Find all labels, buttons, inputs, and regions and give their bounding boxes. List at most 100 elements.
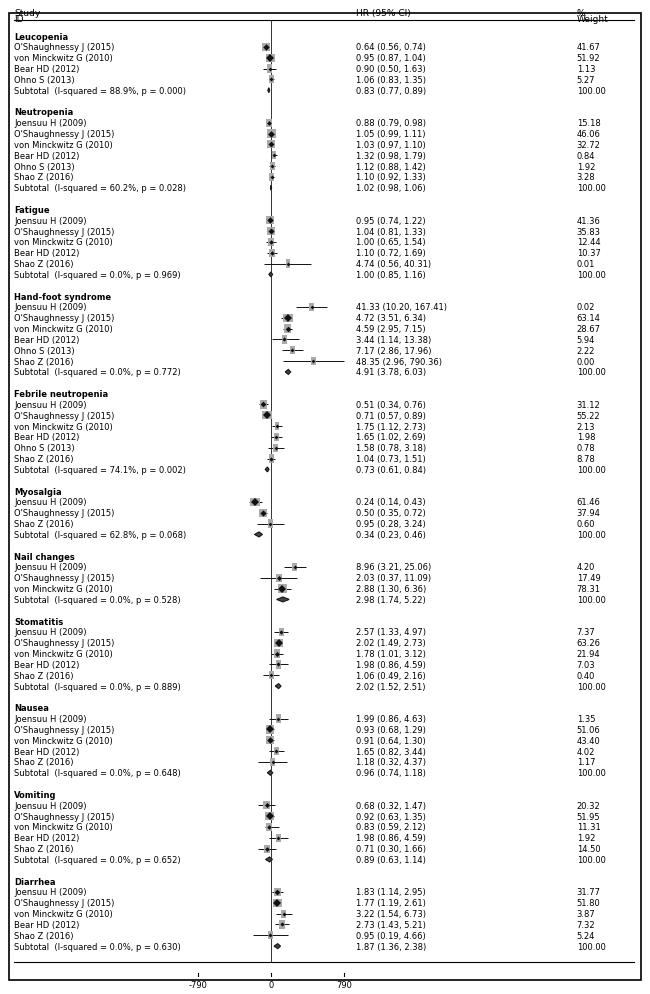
FancyBboxPatch shape xyxy=(268,455,274,463)
Text: Joensuu H (2009): Joensuu H (2009) xyxy=(14,401,86,410)
Text: 61.46: 61.46 xyxy=(577,498,601,507)
Text: 0.84: 0.84 xyxy=(577,151,595,161)
FancyBboxPatch shape xyxy=(309,303,314,312)
Text: 2.57 (1.33, 4.97): 2.57 (1.33, 4.97) xyxy=(356,628,426,637)
Text: 0.40: 0.40 xyxy=(577,671,595,680)
Text: Bear HD (2012): Bear HD (2012) xyxy=(14,920,79,929)
Text: 1.18 (0.32, 4.37): 1.18 (0.32, 4.37) xyxy=(356,757,426,766)
Text: Ohno S (2013): Ohno S (2013) xyxy=(14,76,75,84)
FancyBboxPatch shape xyxy=(274,747,279,755)
Text: 11.31: 11.31 xyxy=(577,823,601,832)
Text: 0.88 (0.79, 0.98): 0.88 (0.79, 0.98) xyxy=(356,119,426,128)
Text: 4.02: 4.02 xyxy=(577,746,595,755)
Text: 3.87: 3.87 xyxy=(577,910,595,918)
FancyBboxPatch shape xyxy=(290,347,295,355)
Text: 21.94: 21.94 xyxy=(577,649,600,658)
Text: von Minckwitz G (2010): von Minckwitz G (2010) xyxy=(14,736,113,746)
Text: 4.91 (3.78, 6.03): 4.91 (3.78, 6.03) xyxy=(356,368,426,377)
Text: 78.31: 78.31 xyxy=(577,584,601,593)
Text: 10.37: 10.37 xyxy=(577,248,601,258)
Text: Subtotal  (I-squared = 0.0%, p = 0.772): Subtotal (I-squared = 0.0%, p = 0.772) xyxy=(14,368,181,377)
Text: Shao Z (2016): Shao Z (2016) xyxy=(14,259,73,268)
FancyBboxPatch shape xyxy=(274,650,280,658)
Text: 0.50 (0.35, 0.72): 0.50 (0.35, 0.72) xyxy=(356,509,425,518)
FancyBboxPatch shape xyxy=(268,239,274,247)
Text: 4.74 (0.56, 40.31): 4.74 (0.56, 40.31) xyxy=(356,259,431,268)
Text: 0.73 (0.61, 0.84): 0.73 (0.61, 0.84) xyxy=(356,465,426,474)
Text: Bear HD (2012): Bear HD (2012) xyxy=(14,433,79,442)
Text: 1.98: 1.98 xyxy=(577,433,595,442)
FancyBboxPatch shape xyxy=(264,845,270,853)
Text: Joensuu H (2009): Joensuu H (2009) xyxy=(14,217,86,226)
Text: 1.17: 1.17 xyxy=(577,757,595,766)
Text: %: % xyxy=(577,9,585,18)
FancyBboxPatch shape xyxy=(266,726,274,734)
Text: 0.00: 0.00 xyxy=(577,357,595,366)
FancyBboxPatch shape xyxy=(260,401,267,410)
Text: Joensuu H (2009): Joensuu H (2009) xyxy=(14,119,86,128)
Text: 0.92 (0.63, 1.35): 0.92 (0.63, 1.35) xyxy=(356,812,426,821)
Text: Shao Z (2016): Shao Z (2016) xyxy=(14,173,73,182)
Text: 0.71 (0.30, 1.66): 0.71 (0.30, 1.66) xyxy=(356,844,426,853)
FancyBboxPatch shape xyxy=(279,628,284,636)
Text: O'Shaughnessy J (2015): O'Shaughnessy J (2015) xyxy=(14,812,114,821)
Text: 1.00 (0.85, 1.16): 1.00 (0.85, 1.16) xyxy=(356,270,425,279)
FancyBboxPatch shape xyxy=(263,412,272,419)
Text: Ohno S (2013): Ohno S (2013) xyxy=(14,443,75,453)
Text: 1.10 (0.72, 1.69): 1.10 (0.72, 1.69) xyxy=(356,248,425,258)
Polygon shape xyxy=(269,272,272,277)
Text: Diarrhea: Diarrhea xyxy=(14,877,56,886)
FancyBboxPatch shape xyxy=(278,584,287,593)
Polygon shape xyxy=(270,186,272,191)
Text: 63.14: 63.14 xyxy=(577,314,601,323)
Text: Shao Z (2016): Shao Z (2016) xyxy=(14,520,73,529)
Text: 1.32 (0.98, 1.79): 1.32 (0.98, 1.79) xyxy=(356,151,426,161)
Text: 0.95 (0.87, 1.04): 0.95 (0.87, 1.04) xyxy=(356,54,425,64)
Text: 1.99 (0.86, 4.63): 1.99 (0.86, 4.63) xyxy=(356,715,426,724)
Text: 7.03: 7.03 xyxy=(577,660,595,669)
Text: Hand-foot syndrome: Hand-foot syndrome xyxy=(14,292,111,301)
Text: 43.40: 43.40 xyxy=(577,736,601,746)
Polygon shape xyxy=(285,370,291,375)
Text: Shao Z (2016): Shao Z (2016) xyxy=(14,930,73,940)
Text: 1.92: 1.92 xyxy=(577,833,595,843)
Text: 1.65 (0.82, 3.44): 1.65 (0.82, 3.44) xyxy=(356,746,426,755)
Text: Leucopenia: Leucopenia xyxy=(14,33,68,42)
Text: Nail changes: Nail changes xyxy=(14,552,75,561)
Text: HR (95% CI): HR (95% CI) xyxy=(356,9,410,18)
Text: O'Shaughnessy J (2015): O'Shaughnessy J (2015) xyxy=(14,574,114,582)
Text: 1.13: 1.13 xyxy=(577,65,595,74)
Text: 7.32: 7.32 xyxy=(577,920,595,929)
FancyBboxPatch shape xyxy=(268,520,273,528)
Text: 55.22: 55.22 xyxy=(577,412,600,420)
FancyBboxPatch shape xyxy=(272,152,276,160)
Text: Subtotal  (I-squared = 74.1%, p = 0.002): Subtotal (I-squared = 74.1%, p = 0.002) xyxy=(14,465,186,474)
FancyBboxPatch shape xyxy=(250,498,260,507)
Text: von Minckwitz G (2010): von Minckwitz G (2010) xyxy=(14,823,113,832)
Text: Bear HD (2012): Bear HD (2012) xyxy=(14,833,79,843)
Text: O'Shaughnessy J (2015): O'Shaughnessy J (2015) xyxy=(14,228,114,237)
FancyBboxPatch shape xyxy=(262,44,270,52)
Text: 0.95 (0.28, 3.24): 0.95 (0.28, 3.24) xyxy=(356,520,425,529)
Text: O'Shaughnessy J (2015): O'Shaughnessy J (2015) xyxy=(14,509,114,518)
Text: Nausea: Nausea xyxy=(14,704,49,713)
Text: 4.72 (3.51, 6.34): 4.72 (3.51, 6.34) xyxy=(356,314,426,323)
Text: 1.77 (1.19, 2.61): 1.77 (1.19, 2.61) xyxy=(356,899,426,908)
FancyBboxPatch shape xyxy=(269,77,274,84)
Text: von Minckwitz G (2010): von Minckwitz G (2010) xyxy=(14,649,113,658)
Text: 2.02 (1.49, 2.73): 2.02 (1.49, 2.73) xyxy=(356,638,425,648)
Text: 1.02 (0.98, 1.06): 1.02 (0.98, 1.06) xyxy=(356,184,425,193)
Polygon shape xyxy=(268,88,270,93)
Text: 0.60: 0.60 xyxy=(577,520,595,529)
Text: 100.00: 100.00 xyxy=(577,855,606,864)
Text: 35.83: 35.83 xyxy=(577,228,601,237)
FancyBboxPatch shape xyxy=(259,509,267,517)
Text: 51.80: 51.80 xyxy=(577,899,601,908)
FancyBboxPatch shape xyxy=(274,433,279,441)
Text: 3.44 (1.14, 13.38): 3.44 (1.14, 13.38) xyxy=(356,336,431,345)
Text: 32.72: 32.72 xyxy=(577,141,601,150)
Text: 2.13: 2.13 xyxy=(577,422,595,431)
Text: 0.78: 0.78 xyxy=(577,443,595,453)
FancyBboxPatch shape xyxy=(285,260,291,268)
Text: 1.87 (1.36, 2.38): 1.87 (1.36, 2.38) xyxy=(356,941,426,950)
